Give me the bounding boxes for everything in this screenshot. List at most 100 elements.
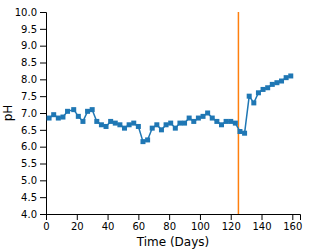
data-point	[242, 131, 247, 136]
data-point	[196, 116, 201, 121]
data-point	[219, 122, 224, 127]
tick-label: 5.5	[21, 158, 37, 169]
data-point	[99, 122, 104, 127]
tick-label: 4.5	[21, 192, 37, 203]
tick-label: 10.0	[15, 7, 37, 18]
data-point	[94, 119, 99, 124]
x-axis-title: Time (Days)	[136, 235, 210, 249]
tick: 0	[43, 214, 49, 232]
data-point	[173, 126, 178, 131]
tick-mark	[40, 46, 46, 47]
tick: 160	[283, 214, 302, 232]
data-point	[284, 75, 289, 80]
chart: 0 20 40 60 80 100 120 140 160 4.0 4.5 5.0 5.5 6.0 6.5 7…	[0, 0, 312, 252]
tick: 9.0	[21, 40, 46, 51]
axis-line	[47, 215, 301, 221]
tick-mark	[231, 214, 232, 220]
data-point	[90, 107, 95, 112]
data-point	[205, 111, 210, 116]
data-point	[145, 137, 150, 142]
tick: 80	[163, 214, 176, 232]
data-point	[122, 126, 127, 131]
tick: 10.0	[15, 7, 46, 18]
tick-mark	[40, 214, 46, 215]
tick: 4.0	[21, 209, 46, 220]
tick-mark	[169, 214, 170, 220]
tick-label: 9.5	[21, 24, 37, 35]
tick: 6.5	[21, 125, 46, 136]
tick: 5.5	[21, 158, 46, 169]
tick: 7.0	[21, 108, 46, 119]
data-point	[224, 119, 229, 124]
tick: 60	[132, 214, 145, 232]
y-axis: 4.0 4.5 5.0 5.5 6.0 6.5 7.0 7.5 8.0 8.5 9.0 9.5 10.0	[15, 7, 47, 220]
tick-label: 8.0	[21, 74, 37, 85]
tick-mark	[40, 147, 46, 148]
tick-mark	[40, 180, 46, 181]
data-point	[279, 79, 284, 84]
data-point	[108, 119, 113, 124]
tick-label: 120	[222, 221, 241, 232]
tick-label: 100	[191, 221, 210, 232]
tick-mark	[40, 96, 46, 97]
tick: 5.0	[21, 175, 46, 186]
data-point	[164, 122, 169, 127]
tick-mark	[40, 63, 46, 64]
tick-mark	[40, 79, 46, 80]
data-point	[51, 112, 56, 117]
tick: 8.5	[21, 57, 46, 68]
data-point	[154, 122, 159, 127]
tick-label: 0	[43, 221, 49, 232]
tick: 7.5	[21, 91, 46, 102]
tick: 8.0	[21, 74, 46, 85]
data-point	[113, 121, 118, 126]
data-point	[251, 100, 256, 105]
tick-mark	[40, 130, 46, 131]
marks	[47, 12, 294, 214]
tick-label: 4.0	[21, 209, 37, 220]
data-point	[117, 122, 122, 127]
data-point	[127, 122, 132, 127]
tick: 100	[191, 214, 210, 232]
data-point	[261, 87, 266, 92]
data-point	[140, 139, 145, 144]
tick-mark	[200, 214, 201, 220]
tick-mark	[77, 214, 78, 220]
y-axis-title: pH	[1, 105, 15, 122]
tick-mark	[108, 214, 109, 220]
data-point	[270, 82, 275, 87]
data-point	[85, 109, 90, 114]
tick: 20	[71, 214, 84, 232]
tick-mark	[292, 214, 293, 220]
tick: 140	[252, 214, 271, 232]
tick-mark	[40, 164, 46, 165]
data-point	[265, 85, 270, 90]
data-point	[60, 115, 65, 120]
tick: 40	[102, 214, 115, 232]
tick-mark	[262, 214, 263, 220]
data-point	[150, 126, 155, 131]
tick-label: 140	[252, 221, 271, 232]
tick-mark	[40, 29, 46, 30]
tick-label: 9.0	[21, 40, 37, 51]
data-point	[233, 121, 238, 126]
tick: 6.0	[21, 141, 46, 152]
tick-label: 80	[163, 221, 176, 232]
tick-label: 6.0	[21, 141, 37, 152]
data-point	[71, 107, 76, 112]
tick-mark	[138, 214, 139, 220]
tick-label: 60	[132, 221, 145, 232]
data-point	[201, 114, 206, 119]
tick-label: 40	[102, 221, 115, 232]
tick-mark	[40, 113, 46, 114]
data-point	[214, 119, 219, 124]
x-axis: 0 20 40 60 80 100 120 140 160	[43, 214, 302, 232]
tick-label: 7.5	[21, 91, 37, 102]
data-point	[228, 119, 233, 124]
tick-mark	[40, 12, 46, 13]
tick-label: 160	[283, 221, 302, 232]
tick-label: 20	[71, 221, 84, 232]
data-point	[131, 121, 136, 126]
data-point	[182, 121, 187, 126]
data-point	[65, 109, 70, 114]
